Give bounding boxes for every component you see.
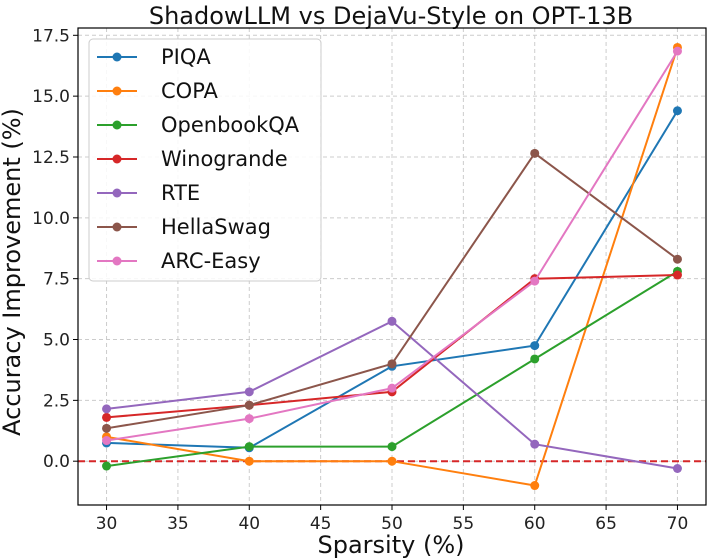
data-point-openbookqa (244, 442, 254, 452)
data-point-rte (387, 316, 397, 326)
series-hellaswag (102, 148, 682, 433)
data-point-winogrande (102, 412, 112, 422)
data-point-rte (244, 387, 254, 397)
legend-item-copa: COPA (97, 79, 219, 103)
data-point-arc-easy (387, 383, 397, 393)
x-axis-ticks: 30 35 40 45 50 55 60 65 70 (96, 505, 689, 534)
y-tick-label: 10.0 (32, 209, 70, 229)
data-point-rte (530, 439, 540, 449)
data-point-copa (244, 456, 254, 466)
legend-swatch-marker (112, 86, 122, 96)
series-rte (102, 316, 682, 473)
legend-item-arc-easy: ARC-Easy (97, 249, 261, 273)
data-point-arc-easy (672, 46, 682, 56)
series-arc-easy (102, 46, 682, 446)
y-axis-ticks: 0.0 2.5 5.0 7.5 10.0 12.5 15.0 17.5 (32, 26, 78, 472)
data-point-arc-easy (102, 436, 112, 446)
legend-label: HellaSwag (161, 215, 271, 239)
x-tick-label: 45 (310, 514, 332, 534)
legend-item-piqa: PIQA (97, 45, 211, 69)
data-point-piqa (530, 341, 540, 351)
legend-label: PIQA (161, 45, 211, 69)
data-point-arc-easy (530, 276, 540, 286)
legend-label: RTE (161, 181, 200, 205)
data-point-copa (387, 456, 397, 466)
data-point-openbookqa (530, 354, 540, 364)
y-tick-label: 17.5 (32, 26, 70, 46)
x-tick-label: 65 (595, 514, 617, 534)
y-tick-label: 0.0 (43, 452, 70, 472)
legend-item-winogrande: Winogrande (97, 147, 288, 171)
y-axis-title: Accuracy Improvement (%) (0, 108, 26, 436)
x-tick-label: 50 (381, 514, 403, 534)
data-point-copa (530, 481, 540, 491)
legend: PIQA COPA OpenbookQA Winogrande RTE HellaSwag… (88, 38, 322, 282)
x-tick-label: 35 (167, 514, 189, 534)
data-point-hellaswag (530, 148, 540, 158)
y-tick-label: 2.5 (43, 391, 70, 411)
data-point-arc-easy (244, 414, 254, 424)
data-point-rte (672, 463, 682, 473)
legend-item-hellaswag: HellaSwag (97, 215, 271, 239)
x-tick-label: 60 (524, 514, 546, 534)
legend-swatch-marker (112, 120, 122, 130)
data-point-winogrande (672, 270, 682, 280)
data-point-hellaswag (102, 423, 112, 433)
data-point-rte (102, 404, 112, 414)
data-point-piqa (672, 106, 682, 116)
legend-swatch-marker (112, 154, 122, 164)
x-tick-label: 30 (96, 514, 118, 534)
legend-item-rte: RTE (97, 181, 200, 205)
legend-swatch-marker (112, 222, 122, 232)
legend-item-openbookqa: OpenbookQA (97, 113, 300, 137)
x-tick-label: 40 (238, 514, 260, 534)
legend-label: COPA (161, 79, 219, 103)
y-tick-label: 12.5 (32, 148, 70, 168)
legend-label: ARC-Easy (161, 249, 261, 273)
legend-swatch-marker (112, 188, 122, 198)
x-tick-label: 55 (453, 514, 475, 534)
data-point-openbookqa (102, 461, 112, 471)
y-tick-label: 15.0 (32, 87, 70, 107)
legend-label: OpenbookQA (161, 113, 300, 137)
y-tick-label: 5.0 (43, 331, 70, 351)
legend-swatch-marker (112, 256, 122, 266)
chart-title: ShadowLLM vs DejaVu-Style on OPT-13B (149, 2, 633, 30)
data-point-openbookqa (387, 442, 397, 452)
data-point-hellaswag (244, 400, 254, 410)
data-point-hellaswag (672, 254, 682, 264)
x-axis-title: Sparsity (%) (318, 531, 465, 558)
series-group (102, 42, 682, 491)
y-tick-label: 7.5 (43, 270, 70, 290)
legend-label: Winogrande (161, 147, 288, 171)
x-tick-label: 70 (667, 514, 689, 534)
data-point-hellaswag (387, 359, 397, 369)
legend-swatch-marker (112, 52, 122, 62)
legend-box (88, 38, 322, 282)
